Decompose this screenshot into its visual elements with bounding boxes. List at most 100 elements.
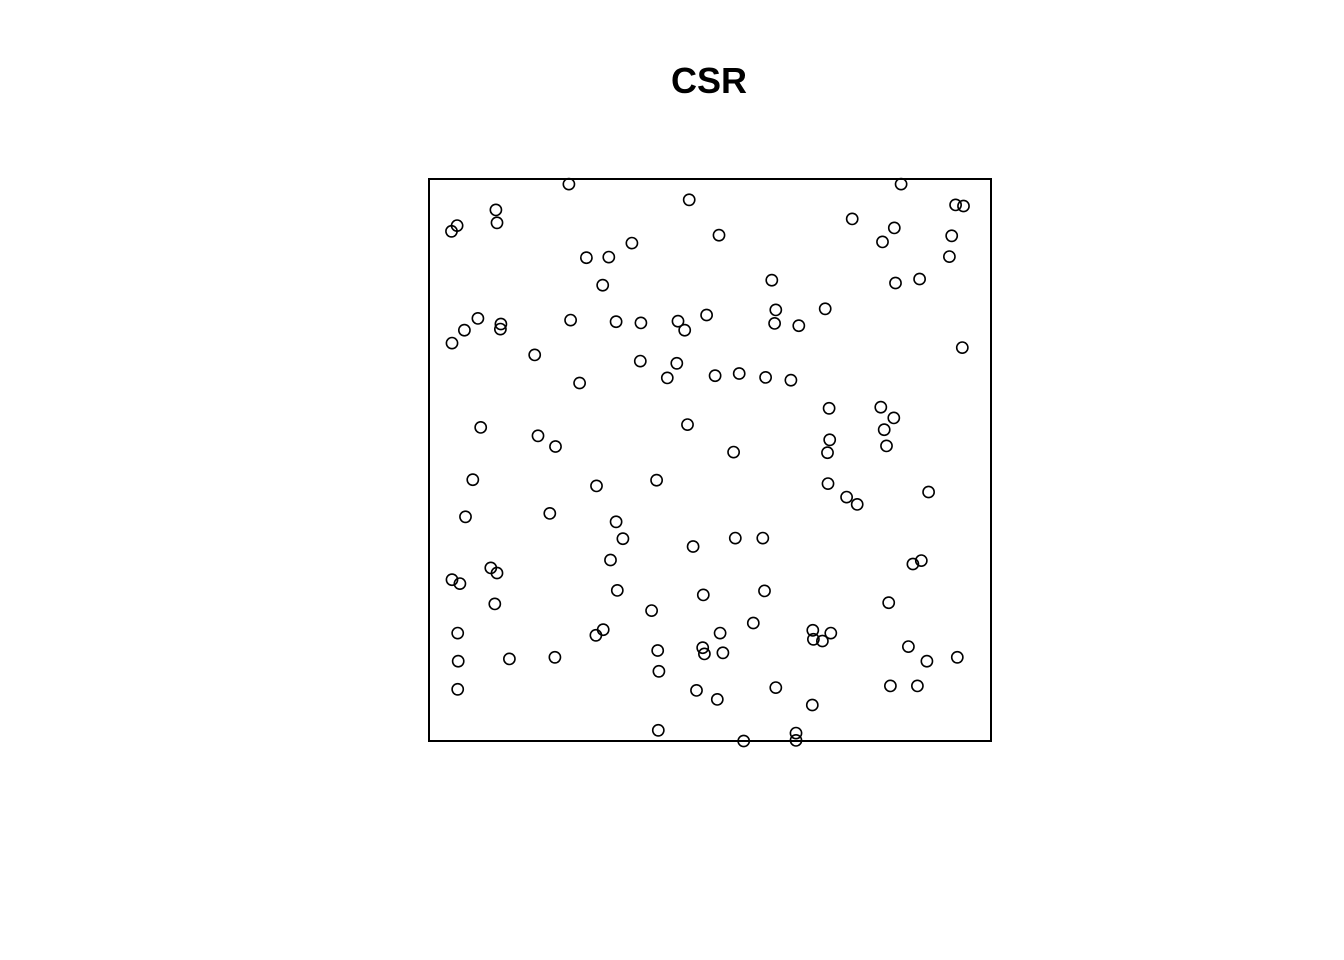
point-11 <box>876 235 889 249</box>
point-16 <box>943 250 956 263</box>
point-44 <box>732 367 746 380</box>
point-23 <box>769 303 783 317</box>
point-67 <box>459 510 472 524</box>
point-26 <box>792 319 806 333</box>
point-106 <box>950 650 964 664</box>
point-33 <box>471 311 485 325</box>
point-117 <box>789 734 803 747</box>
point-85 <box>645 604 658 617</box>
point-62 <box>590 479 603 493</box>
point-32 <box>564 313 577 327</box>
point-40 <box>633 354 647 368</box>
point-7 <box>445 224 458 238</box>
point-107 <box>451 682 465 696</box>
point-96 <box>451 654 465 668</box>
point-60 <box>466 473 480 487</box>
point-4 <box>489 203 503 217</box>
point-78 <box>490 566 504 580</box>
point-30 <box>634 316 648 330</box>
point-91 <box>806 623 820 637</box>
point-28 <box>671 314 685 328</box>
point-74 <box>604 553 617 567</box>
point-13 <box>949 198 962 212</box>
point-8 <box>712 228 726 242</box>
point-102 <box>716 646 730 660</box>
point-50 <box>887 411 901 425</box>
point-17 <box>580 251 593 265</box>
point-90 <box>746 616 760 630</box>
point-21 <box>889 276 902 290</box>
point-42 <box>660 371 674 385</box>
point-55 <box>727 445 740 459</box>
chart-title: CSR <box>671 60 747 101</box>
point-56 <box>823 433 837 447</box>
point-108 <box>690 684 703 697</box>
point-29 <box>678 323 692 337</box>
point-66 <box>922 485 935 499</box>
point-34 <box>457 323 471 337</box>
point-39 <box>955 341 969 354</box>
point-79 <box>610 584 624 597</box>
point-22 <box>913 272 926 286</box>
point-111 <box>805 698 819 712</box>
point-59 <box>880 439 893 453</box>
point-76 <box>453 577 467 590</box>
point-115 <box>737 734 751 748</box>
point-113 <box>911 679 924 693</box>
point-24 <box>818 302 832 316</box>
point-82 <box>488 597 502 611</box>
point-114 <box>651 723 665 737</box>
point-57 <box>821 446 834 460</box>
point-69 <box>609 515 623 529</box>
point-99 <box>651 644 665 657</box>
point-10 <box>845 212 859 226</box>
point-48 <box>822 401 836 415</box>
point-95 <box>882 596 896 610</box>
point-53 <box>531 429 545 443</box>
point-72 <box>728 531 742 545</box>
observation-window <box>428 178 992 742</box>
point-58 <box>877 423 891 437</box>
point-110 <box>769 681 783 694</box>
point-73 <box>756 531 770 545</box>
point-94 <box>807 632 820 646</box>
point-104 <box>902 640 915 653</box>
point-43 <box>708 369 722 383</box>
point-3 <box>894 177 908 191</box>
point-51 <box>474 420 488 434</box>
point-20 <box>765 273 779 287</box>
point-70 <box>616 532 630 546</box>
point-2 <box>682 193 696 207</box>
point-25 <box>768 316 781 330</box>
point-112 <box>884 679 897 693</box>
point-88 <box>589 628 603 642</box>
point-14 <box>957 199 970 213</box>
point-61 <box>650 473 663 487</box>
point-80 <box>914 554 928 567</box>
point-47 <box>573 376 586 390</box>
point-18 <box>602 250 616 264</box>
point-93 <box>816 634 829 648</box>
point-36 <box>493 322 507 336</box>
point-64 <box>840 490 853 504</box>
point-45 <box>759 370 772 384</box>
point-12 <box>887 221 901 235</box>
point-103 <box>652 664 666 678</box>
point-5 <box>490 216 504 230</box>
point-63 <box>821 477 835 490</box>
point-15 <box>945 229 959 243</box>
points-layer <box>445 177 970 748</box>
point-101 <box>698 647 711 661</box>
point-81 <box>906 557 920 571</box>
point-1 <box>562 177 576 191</box>
point-86 <box>451 626 465 640</box>
point-89 <box>713 626 727 640</box>
point-19 <box>596 278 610 292</box>
point-100 <box>696 641 710 655</box>
point-35 <box>494 317 508 331</box>
point-27 <box>700 308 713 322</box>
point-84 <box>758 584 771 598</box>
point-92 <box>824 626 838 640</box>
point-41 <box>670 356 684 370</box>
